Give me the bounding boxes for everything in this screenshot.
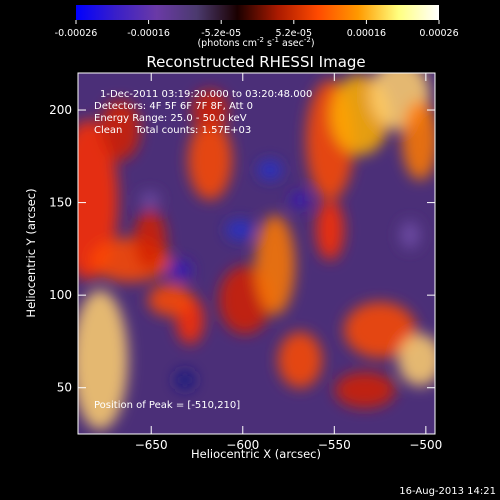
emission-region (134, 210, 166, 270)
emission-region (316, 200, 344, 260)
emission-region (188, 120, 232, 200)
footer-date: 16-Aug-2013 14:21 (399, 486, 496, 497)
emission-region (78, 290, 128, 430)
emission-region (398, 334, 435, 386)
negative-region (400, 221, 420, 249)
colorbar-tick-label: 5.2e-05 (276, 28, 312, 39)
colorbar-tick-label: 0.00026 (419, 28, 458, 39)
heatmap-image (78, 73, 435, 434)
x-tick-label: −650 (135, 438, 168, 452)
annotation-detectors: Detectors: 4F 5F 6F 7F 8F, Att 0 (94, 101, 253, 112)
y-axis-label: Heliocentric Y (arcsec) (24, 188, 38, 317)
colorbar (76, 5, 439, 20)
x-axis-label: Heliocentric X (arcsec) (191, 447, 321, 461)
colorbar-tick-label: -0.00016 (127, 28, 170, 39)
emission-region (278, 332, 322, 388)
annotation-clean: Clean Total counts: 1.57E+03 (94, 125, 251, 136)
emission-region (100, 100, 140, 160)
colorbar-unit-label: (photons cm-2 s-1 asec-2) (197, 36, 314, 49)
negative-region (175, 370, 195, 390)
y-tick-label: 200 (49, 103, 72, 117)
negative-region (140, 192, 160, 208)
emission-region (335, 372, 395, 408)
colorbar-tick-label: -0.00026 (55, 28, 98, 39)
emission-region (402, 100, 435, 180)
emission-region (344, 302, 416, 358)
annotation-energy: Energy Range: 25.0 - 50.0 keV (94, 113, 247, 124)
negative-region (168, 260, 192, 280)
emission-region (78, 120, 118, 280)
annotation-time: 1-Dec-2011 03:19:20.000 to 03:20:48.000 (100, 89, 312, 100)
peak-position-label: Position of Peak = [-510,210] (94, 400, 240, 411)
x-tick-label: −500 (409, 438, 442, 452)
plot-frame (77, 72, 436, 435)
y-tick-label: 150 (49, 196, 72, 210)
negative-region (290, 192, 310, 208)
emission-region (255, 215, 295, 315)
chart-title: Reconstructed RHESSI Image (146, 53, 365, 71)
negative-region (258, 160, 282, 180)
y-tick-label: 100 (49, 288, 72, 302)
emission-region (148, 284, 192, 316)
negative-region (226, 220, 254, 240)
y-tick-label: 50 (57, 381, 72, 395)
colorbar-tick-label: -5.2e-05 (201, 28, 241, 39)
axis-ticks: −650 −600 −550 −500 50 100 150 200 (49, 73, 442, 452)
colorbar-tick-label: 0.00016 (347, 28, 386, 39)
colorbar-ticks: -0.00026 -0.00016 -5.2e-05 5.2e-05 0.00016 0.… (55, 20, 459, 39)
emission-region (192, 90, 228, 130)
x-tick-label: −550 (318, 438, 351, 452)
x-tick-label: −600 (226, 438, 259, 452)
